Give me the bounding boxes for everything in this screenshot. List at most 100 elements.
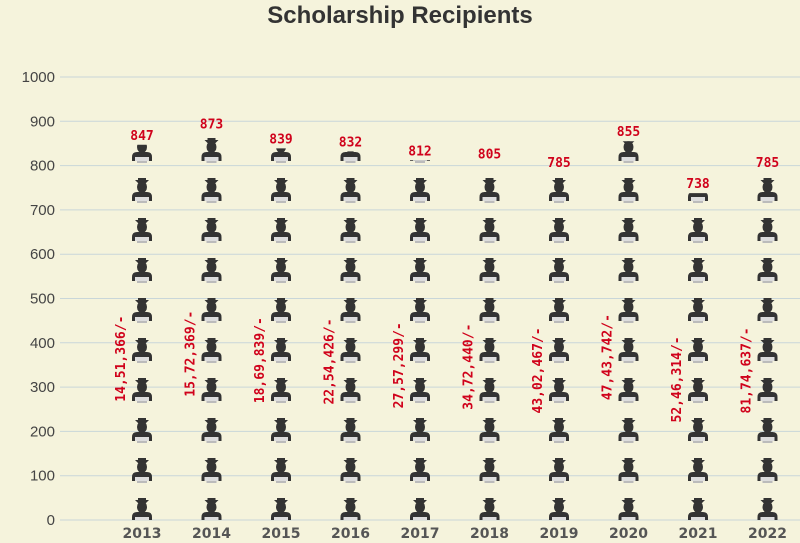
graduate-icon [340, 298, 361, 323]
graduate-icon [549, 258, 569, 283]
graduate-icon [132, 298, 152, 323]
amount-label: 52,46,314/- [670, 336, 685, 422]
graduate-icon [479, 218, 500, 243]
graduate-icon [757, 178, 778, 203]
graduate-icon [271, 298, 291, 323]
graduate-icon [688, 298, 708, 323]
y-tick-label: 300 [30, 379, 55, 396]
x-tick-label: 2013 [123, 526, 162, 542]
graduate-icon [757, 418, 778, 443]
pictograph-bar [618, 98, 639, 521]
graduate-icon [201, 458, 222, 483]
graduate-icon [410, 498, 430, 520]
value-label: 785 [547, 156, 570, 171]
graduate-icon [619, 98, 639, 123]
graduate-icon [201, 258, 222, 283]
graduate-icon [271, 498, 291, 520]
graduate-icon [340, 498, 361, 520]
graduate-icon [618, 298, 639, 323]
graduate-icon [410, 178, 430, 203]
graduate-icon [618, 498, 639, 521]
graduate-icon [340, 378, 361, 403]
pictograph-bar [271, 148, 291, 520]
chart-title: Scholarship Recipients [267, 2, 533, 29]
graduate-icon [201, 178, 222, 203]
graduate-icon [757, 458, 778, 483]
x-tick-label: 2015 [262, 526, 301, 542]
graduate-icon [410, 458, 430, 483]
amount-label: 18,69,839/- [253, 317, 268, 403]
graduate-icon [132, 178, 152, 203]
x-tick-label: 2014 [192, 526, 231, 542]
graduate-icon [479, 498, 500, 520]
graduate-icon [549, 298, 569, 323]
graduate-icon [132, 498, 152, 521]
y-tick-label: 200 [30, 423, 55, 440]
graduate-icon [340, 218, 361, 243]
graduate-icon [132, 338, 152, 363]
graduate-icon [618, 141, 639, 163]
graduate-icon [410, 418, 430, 443]
pictograph-bar [132, 98, 152, 521]
graduate-icon [132, 98, 152, 123]
graduate-icon [757, 498, 778, 520]
value-label: 855 [617, 125, 640, 140]
graduate-icon [410, 218, 430, 243]
graduate-icon [271, 378, 291, 403]
x-tick-label: 2018 [470, 526, 509, 542]
graduate-icon [688, 378, 708, 403]
graduate-icon [201, 378, 222, 403]
graduate-icon [410, 258, 430, 283]
amount-label: 34,72,440/- [462, 324, 477, 410]
graduate-icon [271, 218, 291, 243]
graduate-icon [341, 98, 361, 123]
graduate-icon [132, 458, 152, 483]
graduate-icon [618, 338, 639, 363]
graduate-icon [688, 138, 708, 163]
value-label: 785 [756, 156, 779, 171]
pictograph-bar [201, 138, 222, 521]
graduate-icon [688, 498, 708, 520]
y-tick-label: 700 [30, 202, 55, 219]
x-tick-label: 2022 [748, 526, 787, 542]
value-label: 738 [686, 177, 710, 192]
graduate-icon [618, 378, 639, 403]
y-tick-label: 400 [30, 335, 55, 352]
amount-label: 22,54,426/- [323, 318, 338, 404]
graduate-icon [340, 258, 361, 283]
graduate-icon [757, 378, 778, 403]
x-tick-label: 2020 [609, 526, 648, 542]
graduate-icon [479, 378, 500, 403]
graduate-icon [271, 418, 291, 443]
y-tick-label: 0 [47, 512, 55, 529]
graduate-icon [132, 218, 152, 243]
y-tick-label: 500 [30, 291, 55, 308]
graduate-icon [201, 138, 222, 163]
graduate-icon [271, 178, 291, 203]
graduate-icon [201, 498, 222, 521]
graduate-icon [757, 338, 778, 363]
value-label: 839 [269, 132, 292, 147]
graduate-icon [410, 378, 430, 403]
value-label: 805 [478, 147, 501, 162]
x-tick-label: 2016 [331, 526, 370, 542]
graduate-icon [618, 418, 639, 443]
value-label: 847 [130, 129, 153, 144]
graduate-icon [549, 218, 569, 243]
graduate-icon [271, 458, 291, 483]
graduate-icon [549, 338, 569, 363]
graduate-icon [757, 218, 778, 243]
value-label: 812 [408, 144, 431, 159]
amount-label: 81,74,637/- [740, 327, 755, 413]
graduate-icon [618, 218, 639, 243]
graduate-icon [688, 458, 708, 483]
amount-label: 15,72,369/- [184, 311, 199, 397]
pictograph-bar [757, 178, 778, 520]
graduate-icon [201, 338, 222, 363]
graduate-icon [340, 418, 361, 443]
graduate-icon [549, 178, 569, 203]
graduate-icon [271, 338, 291, 363]
x-tick-label: 2021 [679, 526, 718, 542]
graduate-icon [201, 418, 222, 443]
